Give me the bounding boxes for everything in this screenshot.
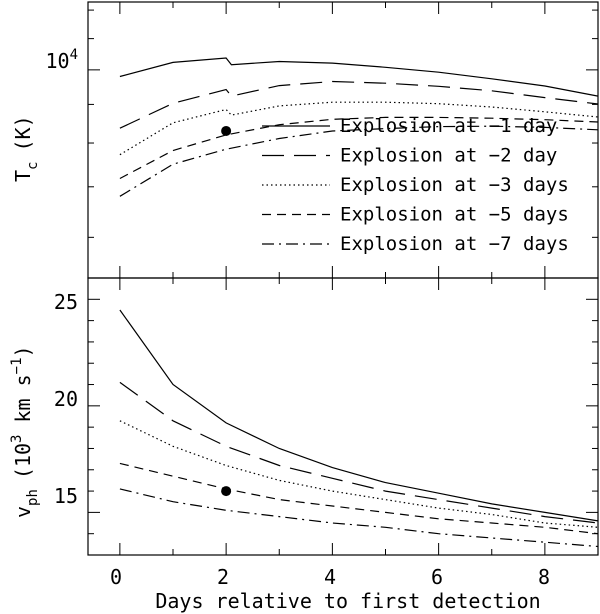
velocity-series-1	[119, 309, 599, 522]
temperature-axis-label: Tc(K)	[11, 115, 41, 182]
temperature-series-5	[119, 125, 599, 197]
temperature-series-2	[119, 80, 599, 129]
temperature-tick-label-1e4: 104	[45, 47, 78, 73]
legend-label: Explosion at −2 day	[340, 145, 557, 167]
velocity-series-2	[119, 381, 599, 524]
x-tick-label-8: 8	[538, 565, 550, 589]
temperature-tick-marks	[88, 2, 599, 278]
temperature-series-3	[119, 101, 599, 156]
legend: Explosion at −1 day Explosion at −2 day Ex…	[262, 115, 569, 255]
x-axis-label: Days relative to first detection	[155, 589, 540, 613]
velocity-series-3	[119, 420, 599, 528]
velocity-tick-label-25: 25	[54, 290, 78, 314]
velocity-series	[119, 309, 599, 548]
velocity-series-5	[119, 488, 599, 548]
x-tick-label-2: 2	[217, 565, 229, 589]
x-tick-label-0: 0	[110, 565, 122, 589]
panel-temperature: Explosion at −1 day Explosion at −2 day Ex…	[11, 1, 599, 279]
temperature-series	[119, 57, 599, 197]
x-tick-label-6: 6	[431, 565, 443, 589]
velocity-axis-label: vph(103 km s−1)	[9, 345, 41, 518]
temperature-series-4	[119, 116, 599, 180]
panel-velocity-frame	[87, 277, 599, 556]
temperature-series-1	[119, 57, 599, 97]
velocity-tick-marks	[88, 278, 599, 555]
panel-velocity: 25 20 15 0 2 4 6 8 Days relative to firs…	[9, 277, 599, 613]
legend-label: Explosion at −3 days	[340, 174, 569, 196]
temperature-observed-point	[221, 125, 232, 136]
velocity-series-4	[119, 462, 599, 535]
legend-label: Explosion at −7 days	[340, 233, 569, 255]
x-tick-label-4: 4	[324, 565, 336, 589]
velocity-observed-point	[221, 486, 232, 497]
velocity-tick-label-15: 15	[54, 484, 78, 508]
velocity-tick-label-20: 20	[54, 387, 78, 411]
legend-label: Explosion at −1 day	[340, 115, 557, 137]
legend-label: Explosion at −5 days	[340, 204, 569, 226]
